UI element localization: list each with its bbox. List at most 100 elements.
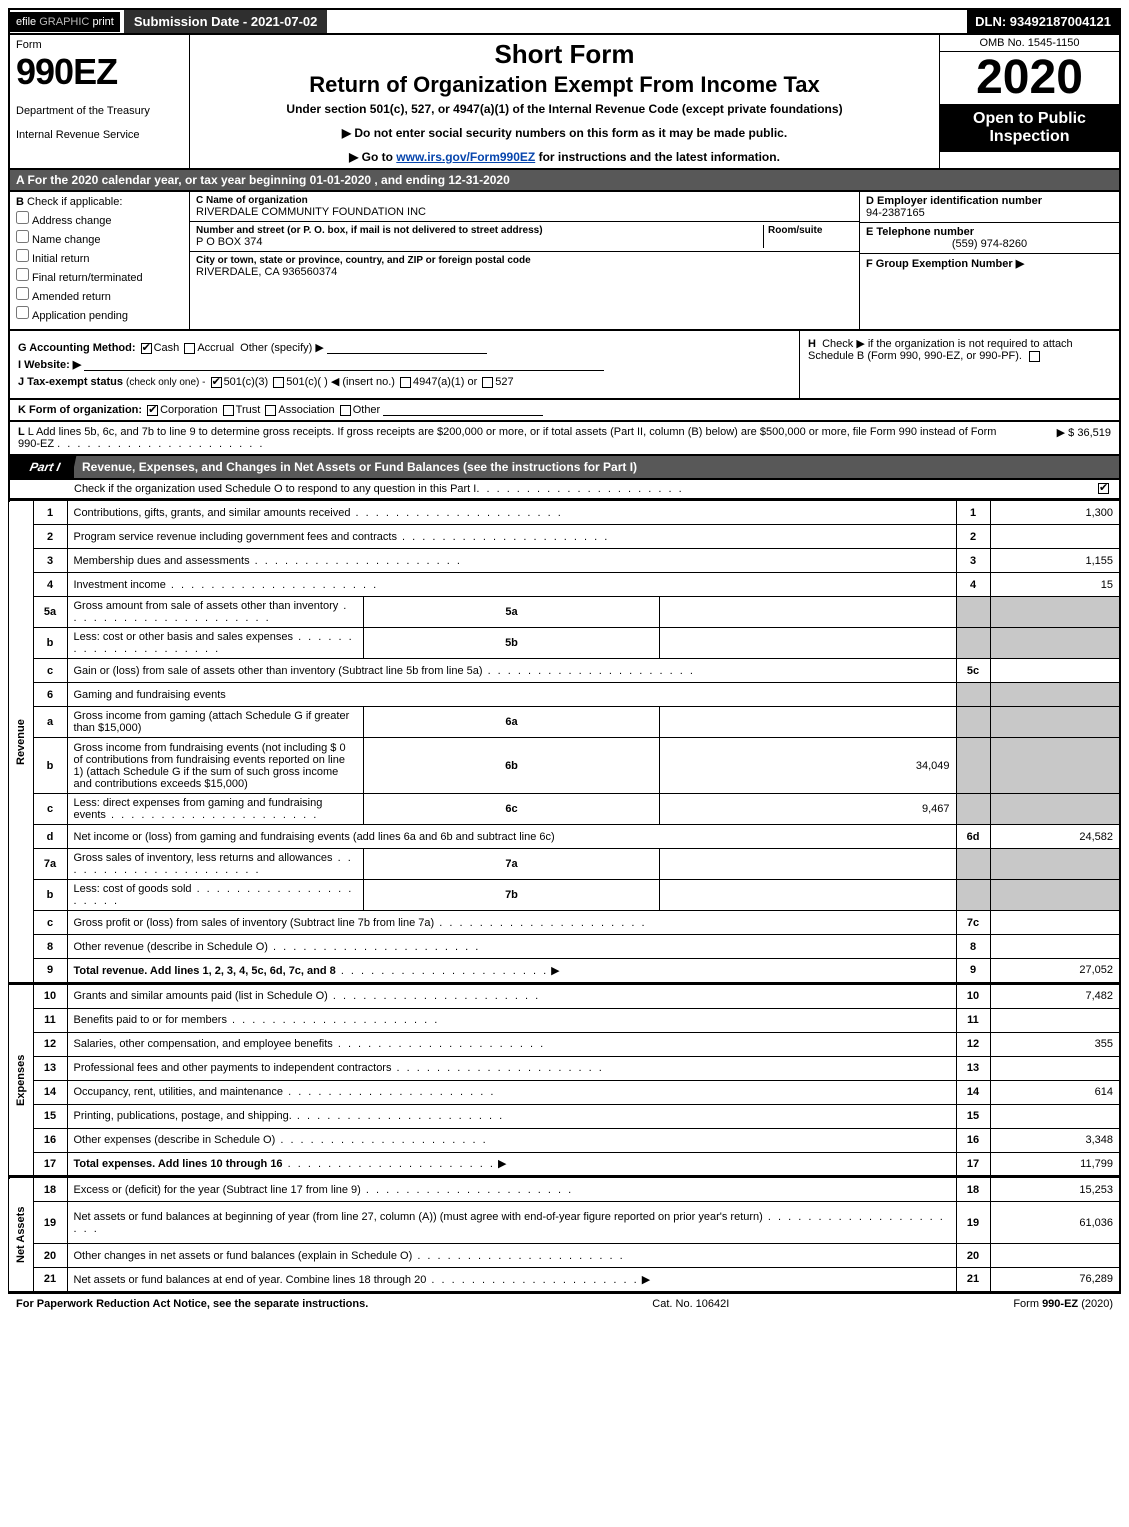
chk-501c[interactable]	[273, 377, 284, 388]
chk-trust[interactable]	[223, 405, 234, 416]
n18-v: 15,253	[990, 1178, 1120, 1202]
chk-527[interactable]	[482, 377, 493, 388]
dept-2: Internal Revenue Service	[16, 129, 183, 141]
n20-r: 20	[956, 1244, 990, 1268]
check-if-applicable: B Check if applicable: Address change Na…	[10, 192, 190, 329]
l-amount: ▶ $ 36,519	[1001, 426, 1111, 450]
dots	[166, 579, 378, 591]
vtab-expenses: Expenses	[9, 984, 33, 1176]
chk-schedule-o[interactable]	[1098, 483, 1109, 494]
n18-d: Excess or (deficit) for the year (Subtra…	[74, 1184, 361, 1196]
chk-accrual[interactable]	[184, 343, 195, 354]
r6b-mr: 6b	[363, 738, 659, 794]
chk-final-return[interactable]	[16, 268, 29, 281]
omb-number: OMB No. 1545-1150	[940, 35, 1119, 52]
e11-n: 11	[33, 1008, 67, 1032]
r5b-num: b	[33, 628, 67, 659]
chk-amended[interactable]	[16, 287, 29, 300]
dots	[397, 531, 609, 543]
r5c-v	[990, 659, 1120, 683]
e15-d: Printing, publications, postage, and shi…	[74, 1110, 292, 1122]
website-line	[84, 359, 604, 371]
r7a-grey	[956, 849, 990, 880]
expenses-table: Expenses 10 Grants and similar amounts p…	[8, 984, 1121, 1178]
f-label: F Group Exemption Number ▶	[866, 257, 1113, 270]
r9-r: 9	[956, 959, 990, 983]
chk-h[interactable]	[1029, 351, 1040, 362]
top-bar: efile GRAPHIC print Submission Date - 20…	[8, 8, 1121, 35]
dots	[483, 665, 695, 677]
footer-right-bold: 990-EZ	[1042, 1298, 1078, 1310]
r6a-num: a	[33, 707, 67, 738]
r7a-num: 7a	[33, 849, 67, 880]
part1-tag: Part I	[14, 456, 77, 478]
org-info: C Name of organization RIVERDALE COMMUNI…	[190, 192, 859, 329]
r6d-num: d	[33, 825, 67, 849]
dots	[268, 941, 480, 953]
submission-date: Submission Date - 2021-07-02	[124, 10, 328, 33]
r1-v: 1,300	[990, 501, 1120, 525]
r1-r: 1	[956, 501, 990, 525]
form-number: 990EZ	[16, 51, 183, 93]
irs-link[interactable]: www.irs.gov/Form990EZ	[396, 150, 535, 164]
r8-d: Other revenue (describe in Schedule O)	[74, 941, 268, 953]
id-right: D Employer identification number 94-2387…	[859, 192, 1119, 329]
period-row: A For the 2020 calendar year, or tax yea…	[8, 170, 1121, 192]
dots	[275, 1134, 487, 1146]
r6b-mv: 34,049	[660, 738, 956, 794]
r6a-grey	[956, 707, 990, 738]
dots	[283, 1086, 495, 1098]
e13-v	[990, 1056, 1120, 1080]
e10-n: 10	[33, 984, 67, 1008]
n19-v: 61,036	[990, 1202, 1120, 1244]
n20-n: 20	[33, 1244, 67, 1268]
chk-app-pending[interactable]	[16, 306, 29, 319]
chk-name-change[interactable]	[16, 230, 29, 243]
r6a-mr: 6a	[363, 707, 659, 738]
title-return: Return of Organization Exempt From Incom…	[196, 72, 933, 98]
opt-1: Name change	[32, 234, 101, 246]
chk-other[interactable]	[340, 405, 351, 416]
r3-r: 3	[956, 549, 990, 573]
addr-label: Number and street (or P. O. box, if mail…	[196, 225, 763, 236]
e16-n: 16	[33, 1128, 67, 1152]
footer-right-pre: Form	[1013, 1298, 1042, 1310]
identity-block: B Check if applicable: Address change Na…	[8, 192, 1121, 331]
chk-cash[interactable]	[141, 343, 152, 354]
r5c-r: 5c	[956, 659, 990, 683]
gh-block: G Accounting Method: Cash Accrual Other …	[8, 331, 1121, 400]
footer-right-post: (2020)	[1078, 1298, 1113, 1310]
chk-initial-return[interactable]	[16, 249, 29, 262]
r5a-num: 5a	[33, 597, 67, 628]
chk-501c3[interactable]	[211, 377, 222, 388]
g-accrual: Accrual	[197, 342, 234, 354]
r6c-num: c	[33, 794, 67, 825]
k-corp: Corporation	[160, 404, 217, 416]
r5b-grey	[956, 628, 990, 659]
e16-r: 16	[956, 1128, 990, 1152]
n21-r: 21	[956, 1268, 990, 1292]
r2-r: 2	[956, 525, 990, 549]
dots	[426, 1274, 638, 1286]
e10-r: 10	[956, 984, 990, 1008]
e14-d: Occupancy, rent, utilities, and maintena…	[74, 1086, 284, 1098]
j-4947: 4947(a)(1) or	[413, 376, 477, 388]
r6-d: Gaming and fundraising events	[67, 683, 956, 707]
g-label: G Accounting Method:	[18, 342, 136, 354]
dots	[350, 507, 562, 519]
form-word: Form	[16, 39, 183, 51]
r7b-grey	[956, 880, 990, 911]
g-other: Other (specify) ▶	[240, 342, 324, 354]
r5b-greyv	[990, 628, 1120, 659]
chk-4947[interactable]	[400, 377, 411, 388]
r7c-d: Gross profit or (loss) from sales of inv…	[74, 917, 435, 929]
chk-corp[interactable]	[147, 405, 158, 416]
r1-num: 1	[33, 501, 67, 525]
opt-0: Address change	[32, 215, 112, 227]
r7b-d: Less: cost of goods sold	[74, 883, 192, 895]
r5b-mr: 5b	[363, 628, 659, 659]
chk-address-change[interactable]	[16, 211, 29, 224]
efile-label: efile GRAPHIC print	[10, 12, 120, 32]
chk-assoc[interactable]	[265, 405, 276, 416]
k-label: K Form of organization:	[18, 404, 142, 416]
